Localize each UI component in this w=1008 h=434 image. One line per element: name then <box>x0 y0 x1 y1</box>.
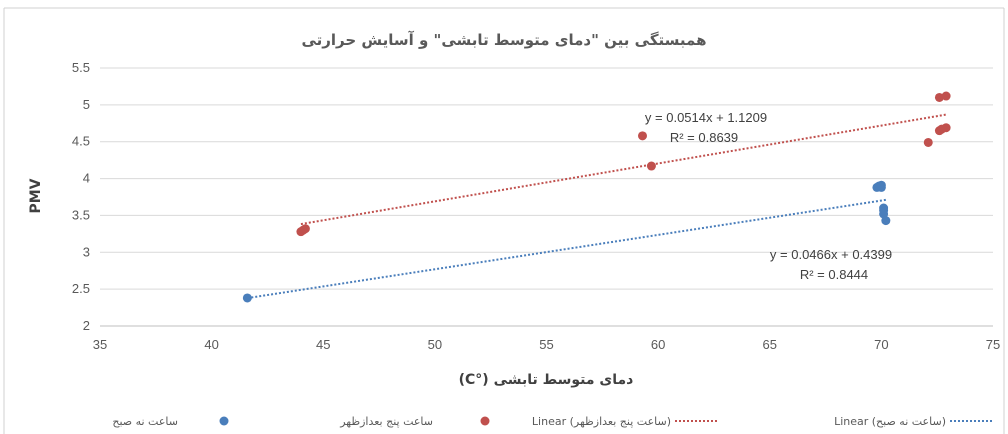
y-tick-label: 5.5 <box>72 60 90 75</box>
x-tick-label: 70 <box>874 337 888 352</box>
data-point-afternoon <box>646 161 656 171</box>
x-tick-label: 40 <box>204 337 218 352</box>
x-tick-label: 35 <box>93 337 107 352</box>
blue-trend-r2: R² = 0.8444 <box>800 267 868 282</box>
x-tick-label: 45 <box>316 337 330 352</box>
legend-swatch-blue-points <box>219 416 229 426</box>
y-tick-labels: 2 2.5 3 3.5 4 4.5 5 5.5 <box>72 60 90 333</box>
legend-item-red-points: ساعت پنج بعدازظهر <box>339 415 490 428</box>
y-tick-label: 2.5 <box>72 281 90 296</box>
trendline-afternoon <box>300 113 947 226</box>
legend-item-blue-trend: Linear (ساعت نه صبح) <box>834 415 992 428</box>
legend-label-red-trend: Linear (ساعت پنج بعدازظهر) <box>532 415 671 428</box>
data-point-afternoon <box>934 92 944 102</box>
x-tick-label: 75 <box>986 337 1000 352</box>
trendline-annotations: y = 0.0514x + 1.1209 R² = 0.8639 y = 0.0… <box>645 110 892 282</box>
y-axis-title: PMV <box>28 178 44 213</box>
y-tick-label: 5 <box>83 97 90 112</box>
y-tick-label: 3.5 <box>72 207 90 222</box>
red-trend-equation: y = 0.0514x + 1.1209 <box>645 110 767 125</box>
data-point-afternoon <box>637 131 647 141</box>
y-tick-label: 2 <box>83 318 90 333</box>
data-points <box>242 91 951 303</box>
chart-title: همبستگی بین "دمای متوسط تابشی" و آسایش ح… <box>301 31 706 49</box>
gridlines <box>100 67 993 327</box>
x-tick-label: 50 <box>428 337 442 352</box>
data-point-afternoon <box>941 91 951 101</box>
data-point-morning <box>876 182 886 192</box>
legend-label-blue-points: ساعت نه صبح <box>112 415 178 428</box>
x-tick-label: 60 <box>651 337 665 352</box>
x-tick-labels: 35 40 45 50 55 60 65 70 75 <box>93 337 1000 352</box>
trendlines <box>247 113 947 300</box>
data-point-afternoon <box>923 137 933 147</box>
data-point-morning <box>881 216 891 226</box>
legend-item-blue-points: ساعت نه صبح <box>112 415 229 428</box>
red-trend-r2: R² = 0.8639 <box>670 130 738 145</box>
legend: Linear (ساعت نه صبح) Linear (ساعت پنج بع… <box>112 415 992 428</box>
legend-item-red-trend: Linear (ساعت پنج بعدازظهر) <box>532 415 717 428</box>
x-axis-title: (C°) دمای متوسط تابشی <box>459 372 634 388</box>
legend-swatch-red-points <box>480 416 490 426</box>
data-point-afternoon <box>941 123 951 133</box>
legend-label-blue-trend: Linear (ساعت نه صبح) <box>834 415 946 428</box>
x-tick-label: 55 <box>539 337 553 352</box>
y-tick-label: 4 <box>83 171 90 186</box>
x-tick-label: 65 <box>763 337 777 352</box>
data-point-morning <box>242 293 252 303</box>
blue-trend-equation: y = 0.0466x + 0.4399 <box>770 247 892 262</box>
y-tick-label: 3 <box>83 244 90 259</box>
data-point-afternoon <box>300 224 310 234</box>
y-tick-label: 4.5 <box>72 134 90 149</box>
legend-label-red-points: ساعت پنج بعدازظهر <box>339 415 433 428</box>
